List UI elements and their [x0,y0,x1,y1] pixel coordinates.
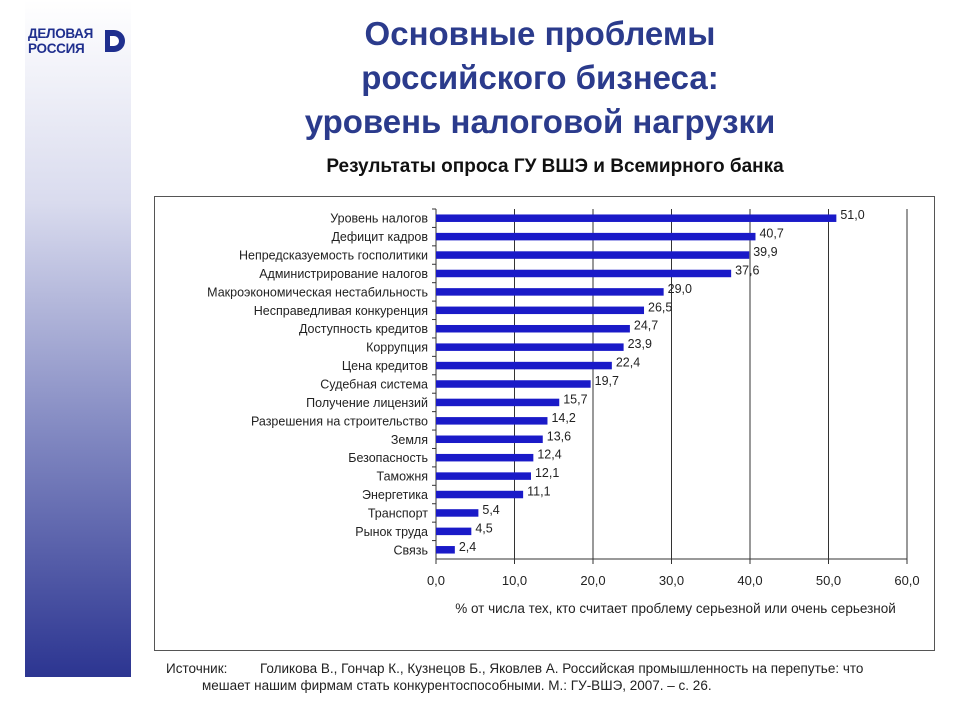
data-label: 12,4 [537,448,561,462]
category-label: Макроэкономическая нестабильность [207,285,428,299]
category-label: Цена кредитов [342,359,428,373]
data-label: 23,9 [628,337,652,351]
bar [436,251,750,259]
category-label: Получение лицензий [306,396,428,410]
x-tick-label: 30,0 [659,573,684,588]
bar [436,269,732,278]
x-axis-title: % от числа тех, кто считает проблему сер… [455,601,896,616]
category-label: Доступность кредитов [299,322,428,336]
data-label: 37,6 [735,263,759,277]
category-label: Несправедливая конкуренция [254,304,428,318]
data-label: 15,7 [563,392,587,406]
bar [436,398,560,407]
bar [436,232,756,241]
bar [436,343,624,351]
title-line1: Основные проблемы [364,15,716,52]
data-label: 26,5 [648,300,672,314]
data-label: 13,6 [547,429,571,443]
bar [436,472,531,480]
category-label: Энергетика [362,488,428,502]
category-label: Дефицит кадров [331,230,428,244]
bar [436,214,837,222]
side-gradient-band [25,0,131,677]
data-label: 12,1 [535,466,559,480]
data-label: 24,7 [634,319,658,333]
title-line2: российского бизнеса: [361,59,719,96]
data-label: 2,4 [459,540,476,554]
logo-line1: ДЕЛОВАЯ [28,26,94,41]
category-label: Разрешения на строительство [251,414,428,428]
bar [436,509,479,517]
bar [436,288,664,296]
data-label: 39,9 [753,245,777,259]
category-label: Земля [391,433,428,447]
logo-line2: РОССИЯ [28,41,85,56]
title-line3: уровень налоговой нагрузки [304,103,776,140]
bar [436,306,645,315]
bar [436,361,612,370]
data-label: 14,2 [551,411,575,425]
data-label: 11,1 [527,485,550,499]
category-label: Безопасность [348,451,428,465]
category-label: Непредсказуемость госполитики [239,249,428,263]
bar [436,490,524,499]
data-label: 29,0 [668,282,692,296]
source-note: Источник: Голикова В., Гончар К., Кузнецо… [166,660,936,694]
x-tick-label: 0,0 [427,573,445,588]
data-label: 19,7 [595,374,619,388]
x-tick-label: 10,0 [502,573,527,588]
logo-d-mark-icon [105,30,125,52]
bar [436,380,591,388]
bar [436,546,455,554]
x-tick-label: 60,0 [894,573,919,588]
logo: ДЕЛОВАЯ РОССИЯ [28,20,132,68]
bar [436,453,534,462]
bar [436,435,543,444]
bar [436,527,472,536]
data-label: 40,7 [759,227,783,241]
chart-subtitle: Результаты опроса ГУ ВШЭ и Всемирного ба… [326,156,784,177]
category-label: Администрирование налогов [259,267,428,281]
category-label: Уровень налогов [330,212,428,226]
x-tick-label: 40,0 [737,573,762,588]
chart-frame: 0,0 10,0 20,0 30,0 40,0 50,0 60,0 Уровень налог… [154,196,935,651]
category-label: Таможня [377,470,428,484]
x-tick-label: 20,0 [580,573,605,588]
page-title: Основные проблемы российского бизнеса: у… [230,12,850,144]
category-label: Транспорт [368,506,428,520]
category-label: Рынок труда [355,525,428,539]
data-label: 4,5 [475,521,492,535]
category-label: Связь [393,543,428,557]
bar [436,324,630,333]
bar [436,417,548,425]
category-label: Коррупция [366,341,428,355]
bar-chart: 0,0 10,0 20,0 30,0 40,0 50,0 60,0 Уровень налог… [207,208,920,616]
source-label: Источник: [166,661,228,676]
x-tick-label: 50,0 [816,573,841,588]
source-line2: мешает нашим фирмам стать конкурентоспос… [202,678,712,693]
data-label: 22,4 [616,356,640,370]
data-label: 5,4 [482,503,499,517]
data-label: 51,0 [840,208,864,222]
category-label: Судебная система [320,378,428,392]
source-line1: Голикова В., Гончар К., Кузнецов Б., Яко… [260,661,864,676]
